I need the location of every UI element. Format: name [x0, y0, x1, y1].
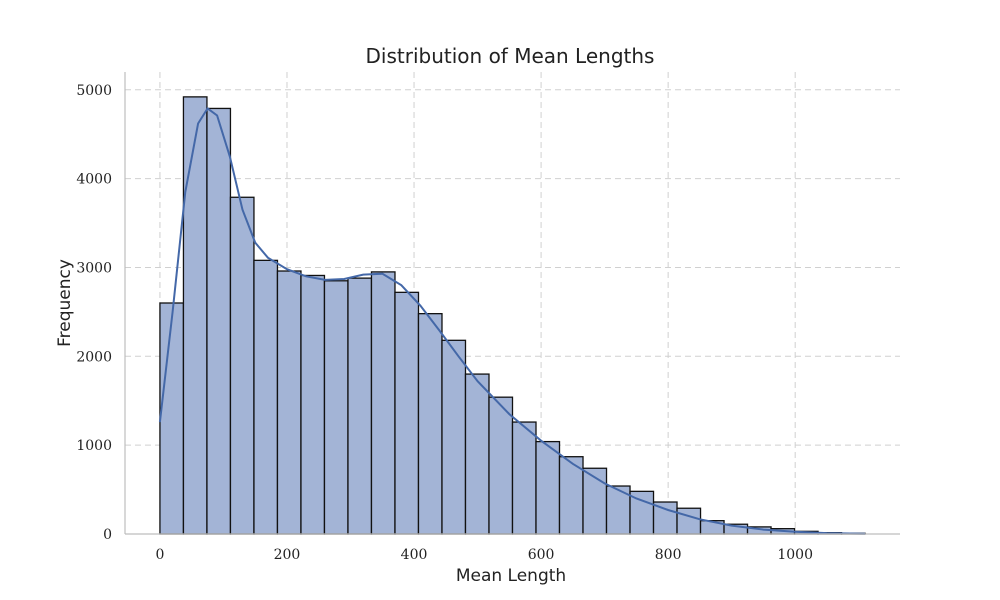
x-tick-labels: 0 200 400 600 800 1000	[155, 547, 813, 563]
histogram-bar-3	[229, 196, 255, 535]
y-tick-label-4: 4000	[76, 172, 112, 188]
kde-curve	[158, 106, 866, 535]
histogram-bar-6	[300, 274, 326, 535]
x-tick-label-2: 400	[401, 547, 428, 563]
y-tick-label-5: 5000	[76, 83, 112, 99]
histogram-bar-7	[323, 280, 349, 535]
histogram-bar-2	[206, 107, 232, 535]
histogram-bar-0	[159, 302, 185, 535]
histogram-bar-12	[441, 339, 467, 535]
y-tick-label-3: 3000	[76, 260, 112, 276]
histogram-bar-15	[511, 421, 537, 535]
histogram-bar-10	[394, 291, 420, 535]
y-tick-label-0: 0	[103, 527, 112, 543]
histogram-bar-1	[182, 96, 208, 535]
histogram-bar-14	[488, 396, 514, 535]
chart-title: Distribution of Mean Lengths	[366, 44, 655, 68]
histogram-bar-5	[276, 270, 302, 535]
histogram-bar-13	[464, 373, 490, 535]
x-tick-label-0: 0	[155, 547, 164, 563]
y-axis-label: Frequency	[55, 259, 75, 347]
y-tick-label-2: 2000	[76, 349, 112, 365]
x-tick-label-3: 600	[528, 547, 555, 563]
histogram-bar-22	[676, 507, 702, 535]
x-tick-label-5: 1000	[777, 547, 813, 563]
x-tick-label-1: 200	[274, 547, 301, 563]
histogram-bar-4	[253, 259, 279, 535]
histogram-bar-11	[417, 313, 443, 535]
x-tick-label-4: 800	[655, 547, 682, 563]
histogram-bar-9	[370, 271, 396, 535]
histogram-bar-8	[347, 277, 373, 535]
y-tick-labels: 0 1000 2000 3000 4000 5000	[76, 83, 112, 543]
histogram-bar-16	[535, 440, 561, 535]
x-axis-label: Mean Length	[456, 566, 566, 586]
bars	[159, 96, 866, 535]
y-tick-label-1: 1000	[76, 438, 112, 454]
